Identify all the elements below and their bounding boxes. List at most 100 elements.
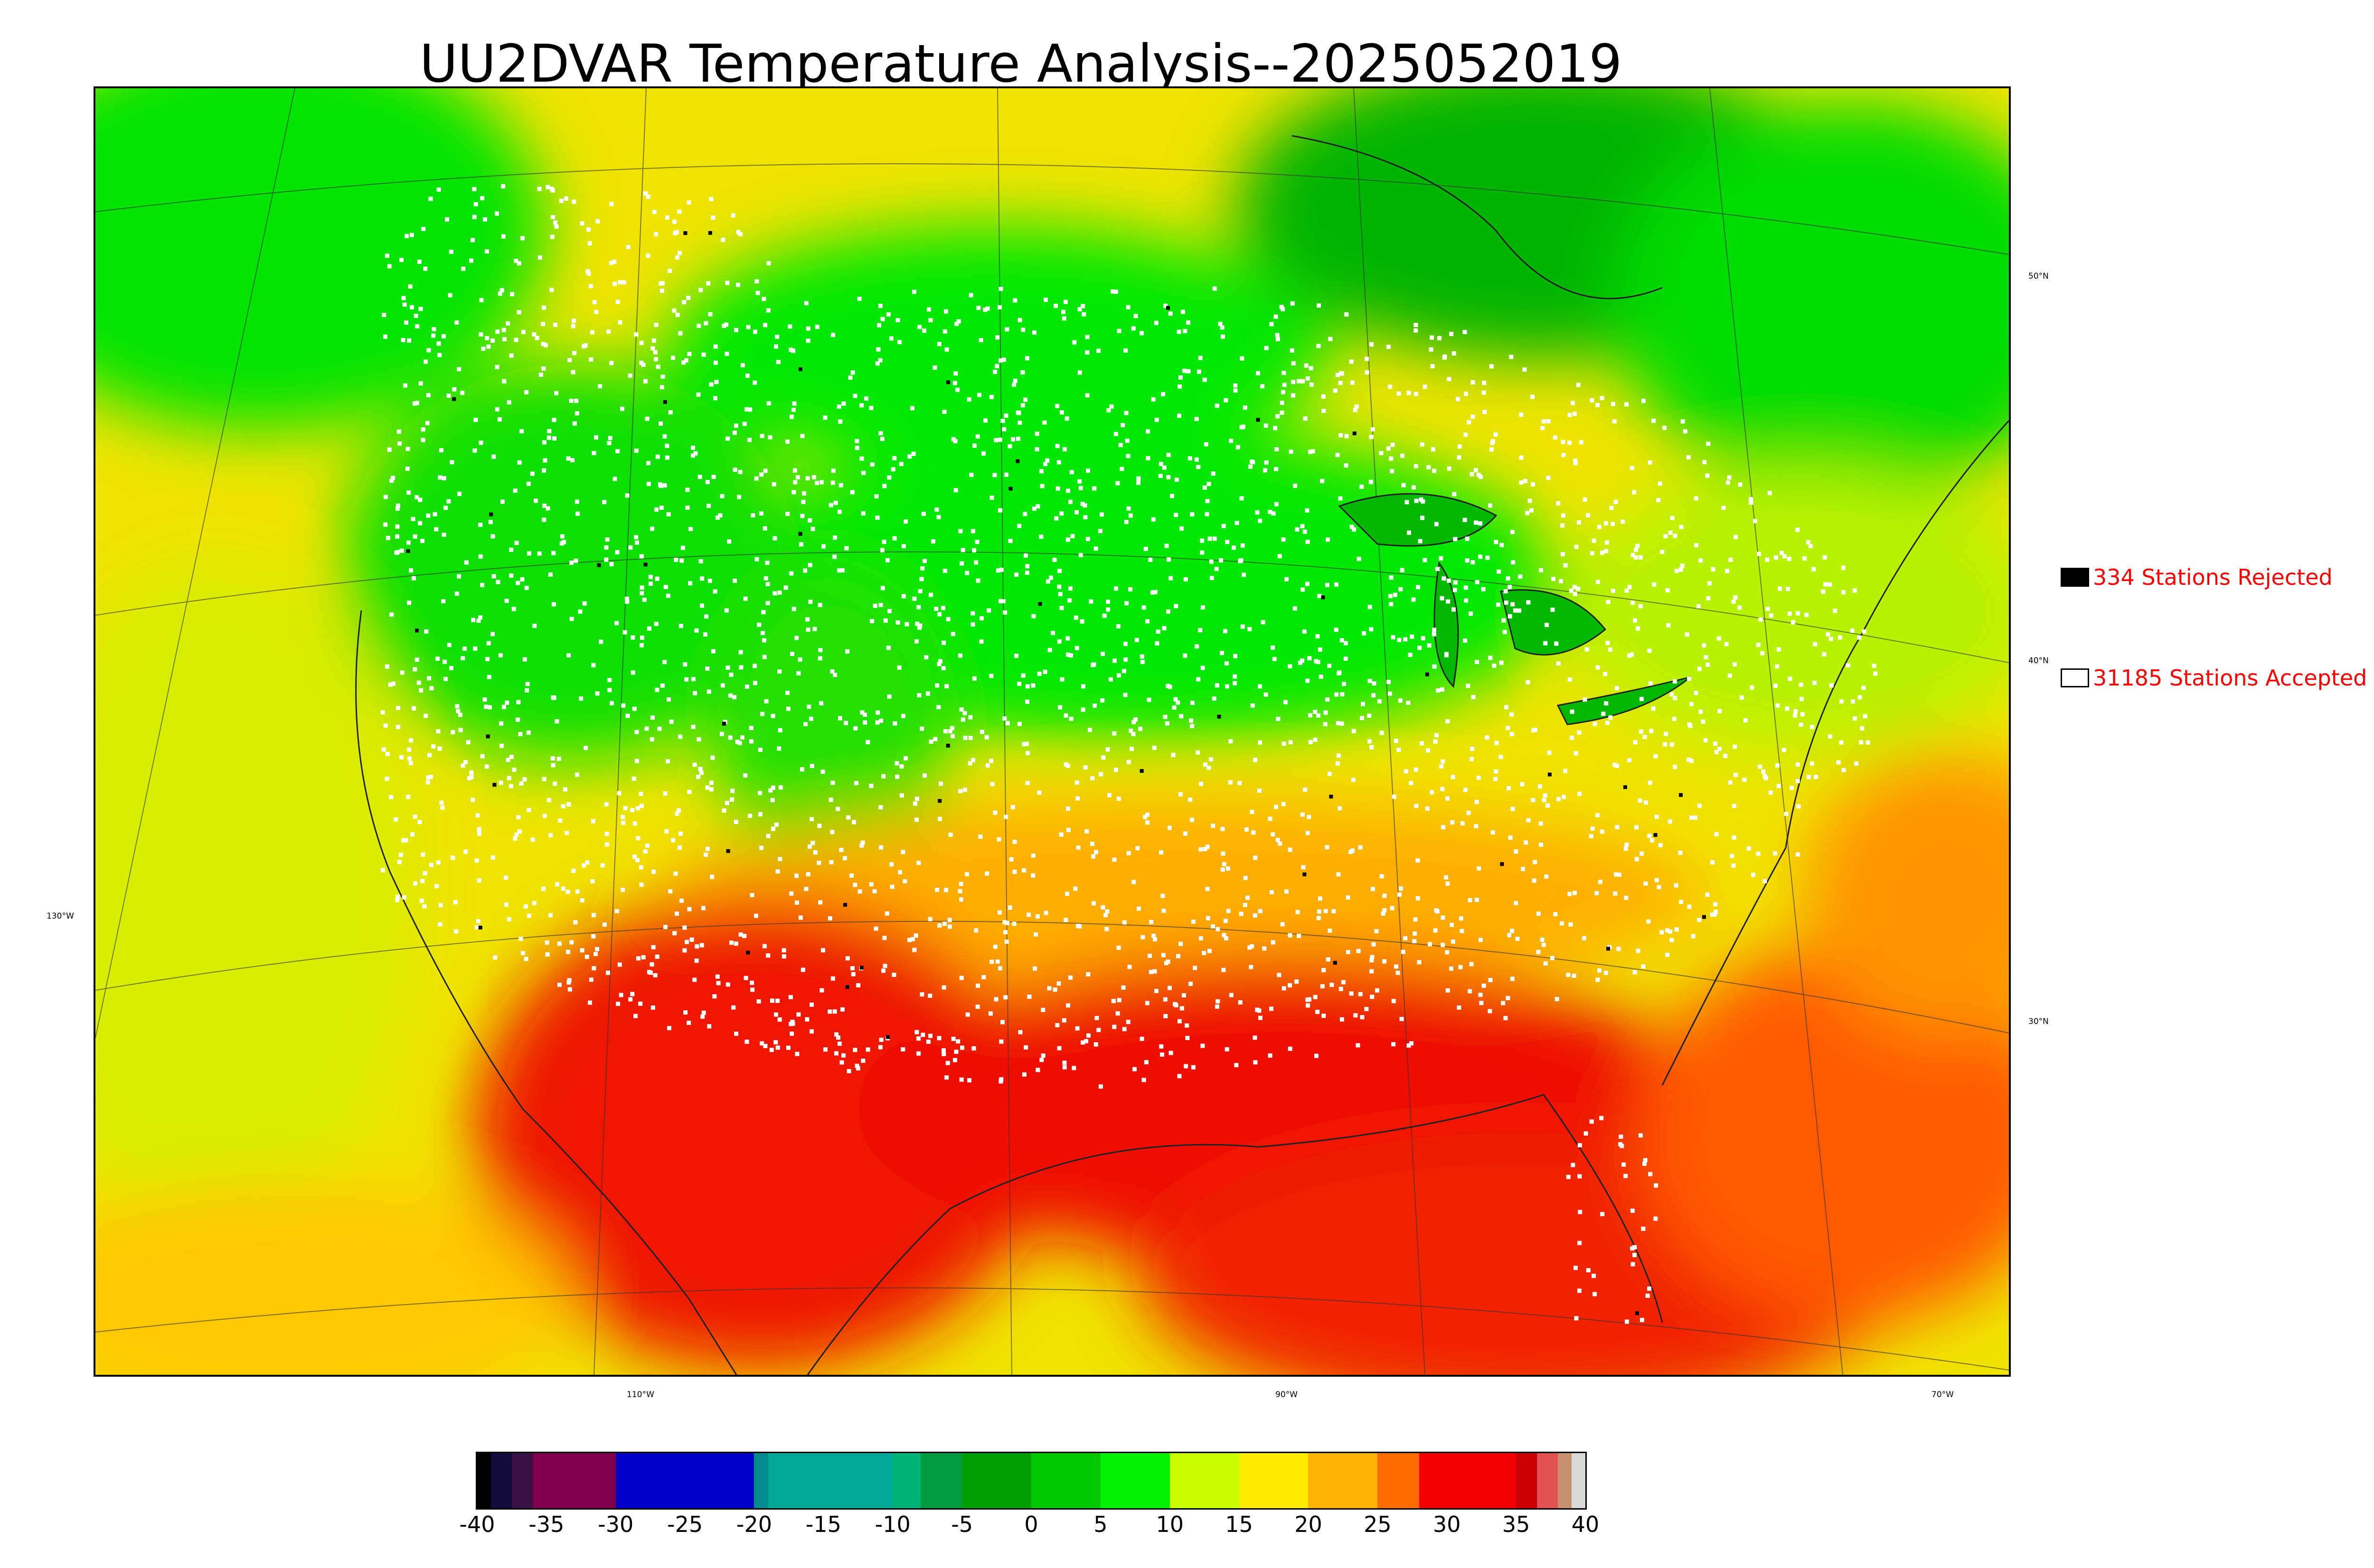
- station-marker: [1465, 558, 1470, 563]
- station-marker: [725, 436, 730, 441]
- station-marker: [1597, 525, 1602, 529]
- station-marker: [853, 1048, 857, 1052]
- station-marker: [1250, 944, 1254, 948]
- station-marker: [771, 714, 775, 718]
- station-marker: [1025, 699, 1029, 704]
- station-marker: [1348, 850, 1353, 854]
- colorbar-tick-label: -5: [951, 1512, 973, 1537]
- station-marker: [1474, 520, 1478, 525]
- station-marker: [1242, 573, 1246, 577]
- station-marker: [859, 843, 864, 848]
- station-marker: [1033, 966, 1037, 971]
- station-marker: [639, 791, 643, 796]
- station-marker: [1577, 1143, 1582, 1147]
- rejected-swatch: [2061, 568, 2089, 587]
- station-marker: [1060, 677, 1065, 682]
- station-marker: [504, 902, 509, 907]
- station-marker: [1331, 909, 1336, 913]
- station-marker: [1238, 1000, 1243, 1005]
- station-marker: [1163, 997, 1168, 1002]
- station-marker: [548, 833, 553, 837]
- station-marker: [446, 499, 451, 504]
- station-marker: [928, 917, 933, 921]
- station-marker: [1283, 700, 1288, 704]
- station-marker: [999, 599, 1003, 603]
- station-marker: [1706, 596, 1711, 601]
- colorbar-tick-label: -10: [875, 1512, 911, 1537]
- station-marker: [1525, 511, 1530, 516]
- station-marker: [1092, 486, 1097, 491]
- station-marker: [1158, 474, 1163, 478]
- station-marker: [1328, 928, 1332, 933]
- station-marker: [1470, 472, 1474, 477]
- station-marker: [675, 312, 680, 317]
- station-marker: [821, 544, 826, 549]
- station-marker: [1024, 1045, 1028, 1050]
- station-marker: [1780, 551, 1784, 555]
- station-marker: [828, 916, 832, 920]
- map-canvas: [95, 88, 2009, 1375]
- station-marker: [1640, 1318, 1644, 1323]
- station-marker: [1485, 555, 1490, 560]
- station-marker: [1123, 641, 1128, 646]
- station-marker: [1318, 647, 1322, 652]
- station-marker: [668, 269, 672, 273]
- station-marker: [1773, 555, 1778, 560]
- station-marker: [1428, 942, 1432, 947]
- station-marker: [1569, 588, 1573, 593]
- station-marker: [979, 639, 984, 644]
- station-marker: [420, 879, 425, 883]
- station-marker: [659, 421, 663, 426]
- station-marker: [762, 655, 767, 659]
- station-marker: [1665, 588, 1670, 593]
- station-marker: [1226, 909, 1231, 913]
- station-marker: [1315, 1010, 1320, 1014]
- station-marker: [1398, 698, 1403, 703]
- colorbar-tick-label: 35: [1502, 1512, 1530, 1537]
- station-marker: [1155, 641, 1159, 646]
- station-marker: [1136, 480, 1140, 485]
- station-marker: [899, 764, 904, 769]
- station-marker: [1081, 304, 1085, 309]
- station-marker: [609, 562, 614, 566]
- station-marker: [1121, 985, 1126, 990]
- station-marker: [602, 922, 607, 927]
- station-marker: [1392, 794, 1396, 799]
- station-marker: [818, 900, 823, 905]
- station-marker: [1196, 750, 1200, 755]
- station-marker: [889, 862, 894, 867]
- station-marker: [699, 603, 704, 608]
- station-marker: [1778, 586, 1782, 591]
- station-marker: [1044, 911, 1048, 915]
- station-marker: [399, 755, 404, 760]
- station-marker: [1668, 819, 1672, 824]
- station-marker: [1046, 579, 1050, 584]
- station-marker: [1658, 481, 1662, 486]
- station-marker: [1243, 902, 1247, 907]
- station-marker: [1386, 345, 1391, 349]
- station-marker: [1056, 460, 1061, 465]
- station-marker: [1686, 455, 1691, 460]
- station-marker: [1340, 692, 1345, 697]
- station-marker: [731, 1005, 736, 1010]
- station-marker: [678, 331, 683, 336]
- station-marker: [1411, 485, 1416, 490]
- station-marker: [1085, 393, 1090, 398]
- colorbar-band: [1516, 1453, 1537, 1508]
- station-marker: [1498, 755, 1503, 759]
- station-marker: [1509, 355, 1514, 359]
- station-marker: [861, 1059, 866, 1063]
- station-marker: [945, 1061, 950, 1065]
- colorbar-tick-label: -40: [459, 1512, 495, 1537]
- station-marker: [1519, 480, 1524, 485]
- colorbar-band: [1419, 1453, 1517, 1508]
- station-marker: [1517, 608, 1522, 613]
- station-marker: [1183, 329, 1187, 333]
- station-marker: [1841, 768, 1846, 772]
- station-marker: [1093, 1042, 1098, 1047]
- station-marker: [829, 503, 833, 507]
- station-marker: [744, 976, 748, 980]
- station-marker: [952, 1058, 957, 1062]
- station-marker: [451, 855, 455, 860]
- station-marker: [1773, 851, 1777, 856]
